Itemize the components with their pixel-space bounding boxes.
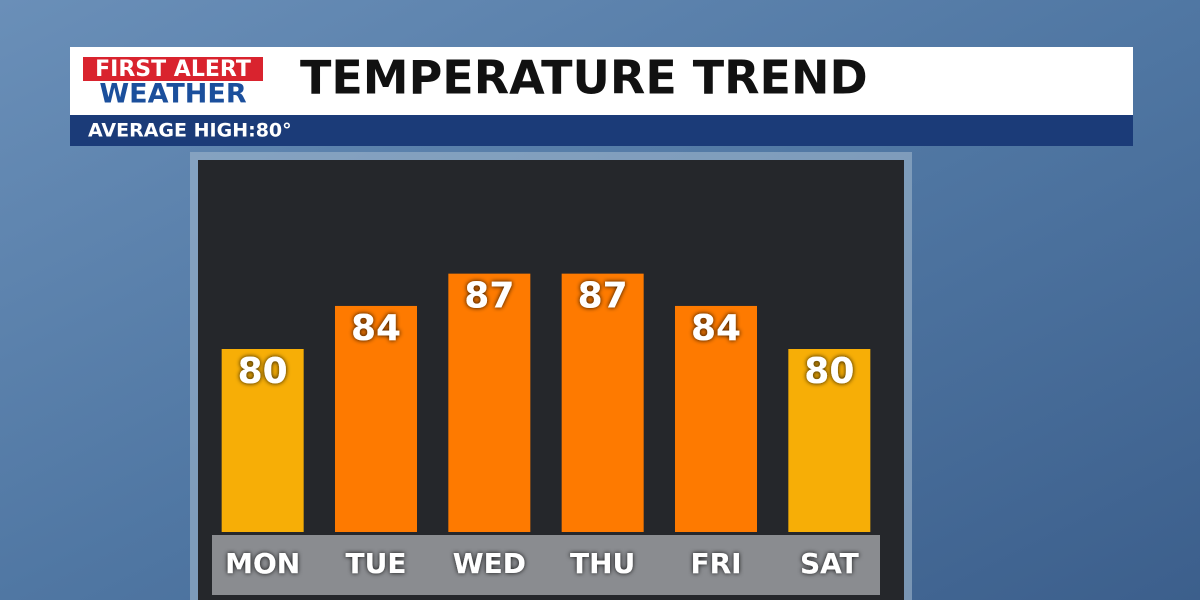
bar [675, 305, 757, 532]
value-label: 84 [691, 308, 741, 349]
value-label: 80 [804, 351, 854, 392]
logo-box [83, 57, 263, 81]
value-label: 87 [578, 276, 628, 317]
x-tick-label: MON [225, 547, 300, 580]
bar [335, 305, 417, 532]
bar [561, 273, 644, 532]
subtitle: AVERAGE HIGH:80° [88, 120, 292, 142]
value-label: 87 [464, 276, 514, 317]
value-label: 84 [351, 308, 401, 349]
bar [448, 273, 531, 532]
logo-line2: WEATHER [99, 79, 246, 110]
x-tick-label: THU [570, 547, 635, 580]
value-label: 80 [238, 351, 288, 392]
logo-line1: FIRST ALERT [95, 57, 251, 82]
x-tick-label: SAT [800, 547, 859, 580]
chart-panel [198, 160, 904, 600]
subheader-bar [70, 115, 1133, 146]
x-tick-label: FRI [690, 547, 741, 580]
bar [221, 349, 304, 532]
x-tick-label: WED [453, 547, 526, 580]
bar [788, 349, 871, 532]
day-strip [212, 535, 880, 595]
title: TEMPERATURE TREND [300, 51, 868, 105]
x-tick-label: TUE [346, 547, 407, 580]
